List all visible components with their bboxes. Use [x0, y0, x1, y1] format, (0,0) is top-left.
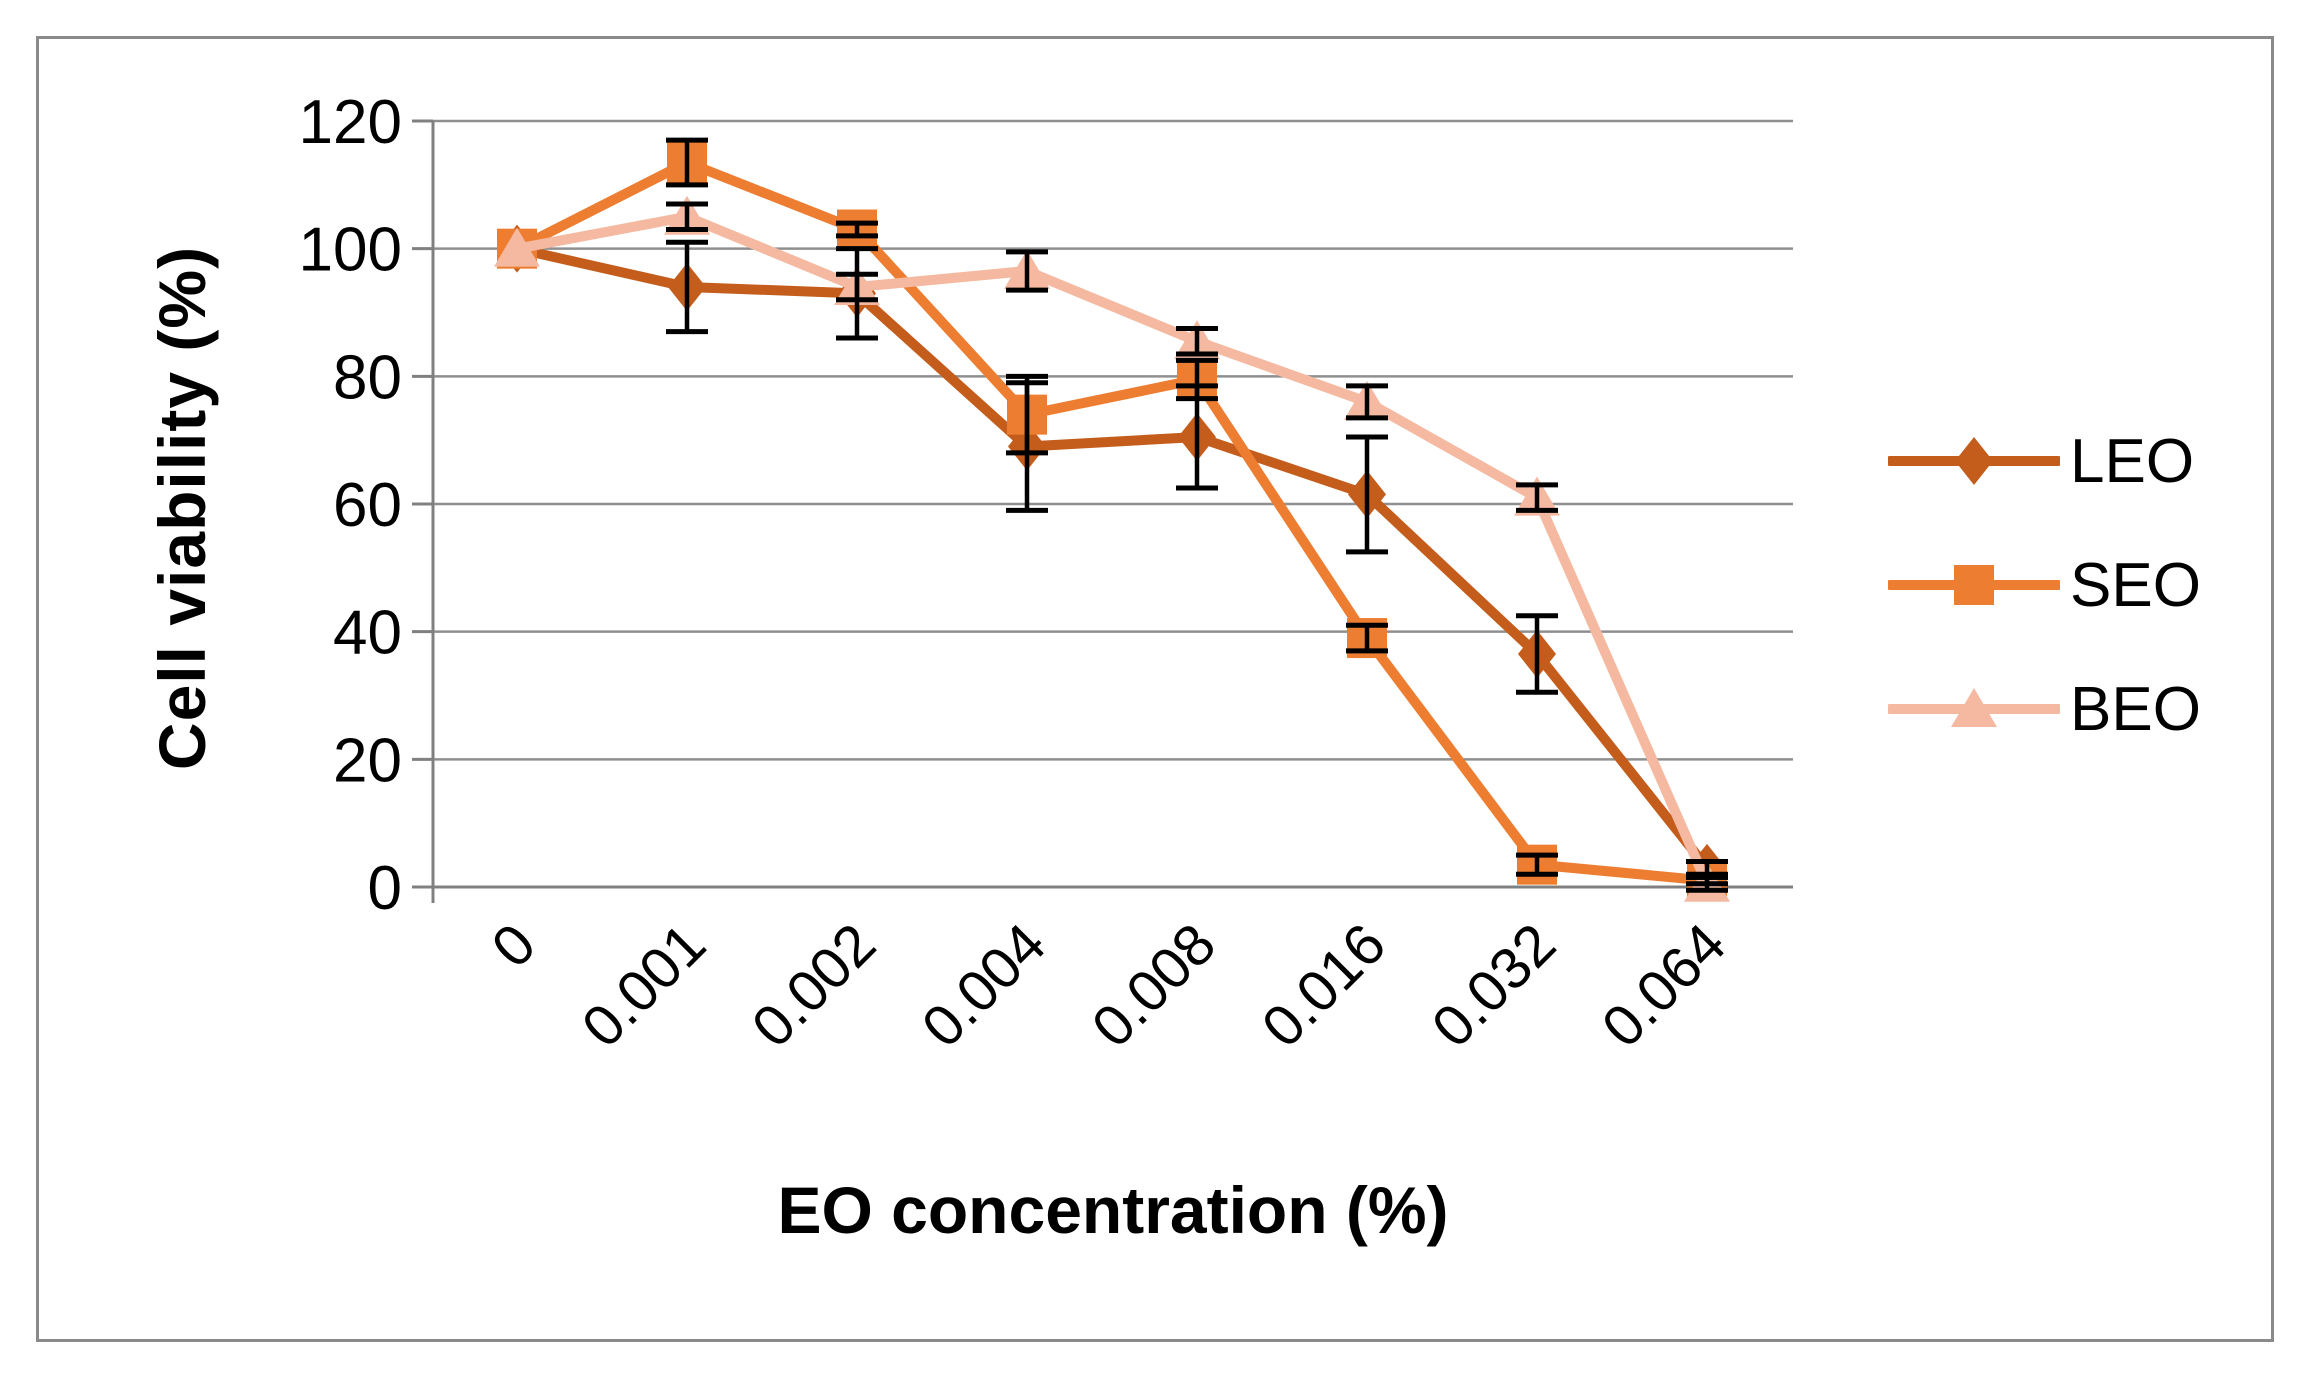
- y-tick-label-20: 20: [333, 726, 402, 795]
- error-bars-BEO: [666, 201, 1728, 893]
- legend-marker-leo-diamond-icon: [1888, 437, 2060, 485]
- x-axis-title: EO concentration (%): [777, 1173, 1449, 1247]
- x-tick-label-0.064: 0.064: [1590, 911, 1739, 1060]
- chart-border: [36, 36, 2274, 1342]
- series-line-SEO: [512, 157, 1712, 886]
- x-tick-labels: 0 0.001 0.002 0.004 0.008 0.016 0.032 0.064: [479, 911, 1738, 1060]
- series-line-LEO: [512, 243, 1712, 873]
- y-tick-label-40: 40: [333, 599, 402, 668]
- x-tick-label-0.004: 0.004: [910, 911, 1059, 1060]
- x-tick-label-0.002: 0.002: [740, 911, 889, 1060]
- y-tick-label-60: 60: [333, 471, 402, 540]
- legend-label-leo: LEO: [2070, 426, 2195, 496]
- y-tick-label-120: 120: [299, 88, 402, 157]
- series-BEO: [494, 195, 1730, 902]
- y-tick-labels: 0 20 40 60 80 100 120: [299, 88, 402, 923]
- gridlines: [433, 119, 1793, 761]
- data-point-BEO-0: [494, 227, 540, 267]
- series-LEO: [498, 224, 1726, 892]
- axes: [412, 119, 1793, 903]
- error-bars-SEO: [666, 137, 1728, 887]
- x-tick-label-0: 0: [479, 911, 548, 980]
- legend-marker-seo-square-icon: [1888, 565, 2060, 605]
- legend: LEO SEO BEO: [1888, 420, 2201, 792]
- x-tick-label-0.016: 0.016: [1250, 911, 1399, 1060]
- legend-glyph-SEO: [1954, 565, 1994, 605]
- legend-label-beo: BEO: [2070, 674, 2201, 744]
- y-tick-label-0: 0: [368, 854, 402, 923]
- legend-glyph-LEO: [1955, 437, 1993, 485]
- y-tick-label-100: 100: [299, 216, 402, 285]
- legend-marker-beo-triangle-icon: [1888, 688, 2060, 727]
- legend-item-leo: LEO: [1888, 420, 2201, 502]
- legend-item-beo: BEO: [1888, 668, 2201, 750]
- x-tick-label-0.032: 0.032: [1420, 911, 1569, 1060]
- x-tick-label-0.008: 0.008: [1080, 911, 1229, 1060]
- legend-glyph-BEO: [1951, 688, 1997, 727]
- legend-label-seo: SEO: [2070, 550, 2201, 620]
- y-tick-label-80: 80: [333, 343, 402, 412]
- y-axis-title: Cell viability (%): [145, 245, 219, 771]
- legend-item-seo: SEO: [1888, 544, 2201, 626]
- x-tick-label-0.001: 0.001: [570, 911, 719, 1060]
- series-line-BEO: [512, 211, 1712, 889]
